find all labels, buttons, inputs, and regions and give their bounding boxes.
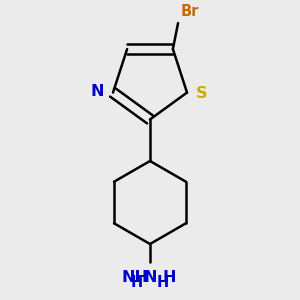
Text: H: H	[131, 275, 143, 290]
Text: N: N	[143, 270, 157, 285]
Text: Br: Br	[181, 4, 199, 19]
Text: H: H	[157, 275, 169, 290]
Text: N: N	[90, 84, 104, 99]
Text: NH: NH	[122, 270, 149, 285]
Text: S: S	[196, 86, 208, 101]
Text: H: H	[162, 270, 176, 285]
